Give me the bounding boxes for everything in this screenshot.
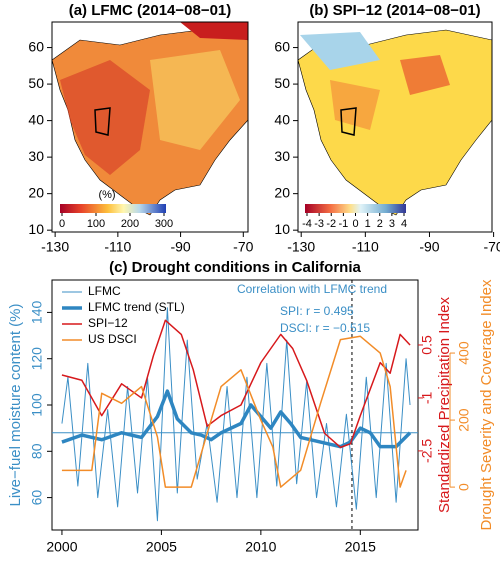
legend-label: US DSCI [88, 332, 137, 346]
colorbar-tick-label: 200 [121, 218, 139, 230]
colorbar-tick-label: 0 [59, 218, 65, 230]
x-tick-label: -130 [41, 239, 69, 255]
x-tick-label: -110 [104, 239, 131, 255]
y-tick-label: 10 [28, 221, 44, 237]
legend-label: LFMC [88, 284, 121, 298]
y-tick-label: 30 [274, 148, 290, 164]
x-tick-label: -70 [483, 239, 500, 255]
y-tick-label: 10 [274, 221, 290, 237]
map-a-land [52, 22, 248, 216]
map-title: (b) SPI−12 (2014−08−01) [309, 2, 480, 19]
x-tick-label: -110 [352, 239, 379, 255]
y2-tick-label: 0.5 [419, 335, 435, 355]
y3-axis-title: Drought Severity and Coverage Index [478, 279, 495, 530]
map-frame [297, 21, 493, 233]
annotation-line: DSCI: r = −0.515 [280, 321, 370, 335]
colorbar-tick-label: -4 [302, 218, 312, 230]
x-tick-label: -130 [287, 239, 315, 255]
y2-axis-title: Standardized Precipitation Index [436, 297, 453, 513]
legend-label: SPI−12 [88, 316, 128, 330]
y-tick-label: 20 [274, 184, 290, 200]
colorbar-tick-label: 3 [389, 218, 395, 230]
x-tick-label: 2005 [146, 539, 177, 555]
colorbar-tick-label: 0 [352, 218, 358, 230]
map-b-land [298, 29, 492, 216]
y-tick-label: 100 [29, 393, 45, 417]
colorbar-tick-label: 1 [365, 218, 371, 230]
y3-tick-label: 200 [456, 408, 472, 432]
y-tick-label: 30 [28, 148, 44, 164]
x-tick-label: -90 [170, 239, 190, 255]
colorbar-tick-label: 300 [155, 218, 173, 230]
y-tick-label: 50 [274, 75, 290, 91]
series-line [61, 307, 411, 522]
series-line [61, 319, 411, 449]
y-tick-label: 60 [29, 490, 45, 506]
series-line [61, 389, 412, 449]
y-tick-label: 20 [28, 184, 44, 200]
colorbar-b [305, 204, 406, 213]
colorbar-label: (%) [98, 189, 115, 201]
colorbar-tick-label: -2 [326, 218, 336, 230]
y-tick-label: 60 [28, 38, 44, 54]
x-tick-label: -90 [419, 239, 439, 255]
colorbar-a [60, 204, 166, 213]
y2-tick-label: -2.5 [419, 439, 435, 463]
series-line [61, 335, 407, 488]
y3-tick-label: 0 [456, 483, 472, 491]
chart-title: (c) Drought conditions in California [109, 259, 361, 276]
y-tick-label: 60 [274, 38, 290, 54]
map-frame [51, 21, 249, 233]
colorbar-tick-label: -1 [338, 218, 348, 230]
colorbar-tick-label: 100 [87, 218, 105, 230]
y-tick-label: 40 [274, 111, 290, 127]
y3-tick-label: 400 [456, 341, 472, 365]
x-tick-label: 2010 [245, 539, 276, 555]
annotation-line: SPI: r = 0.495 [280, 304, 354, 318]
y-axis-title: Live−fuel moisture content (%) [7, 303, 24, 506]
x-tick-label: -70 [233, 239, 253, 255]
map-title: (a) LFMC (2014−08−01) [69, 2, 232, 19]
x-tick-label: 2015 [345, 539, 376, 555]
y-tick-label: 80 [29, 443, 45, 459]
y-tick-label: 40 [28, 111, 44, 127]
x-tick-label: 2000 [46, 539, 77, 555]
colorbar-tick-label: -3 [314, 218, 324, 230]
y-tick-label: 120 [29, 347, 45, 371]
colorbar-tick-label: 2 [377, 218, 383, 230]
y-tick-label: 50 [28, 75, 44, 91]
y-tick-label: 140 [29, 301, 45, 325]
y2-tick-label: -1 [419, 392, 435, 405]
legend-label: LFMC trend (STL) [88, 300, 185, 314]
annotation-title: Correlation with LFMC trend [237, 282, 387, 296]
colorbar-tick-label: 4 [401, 218, 407, 230]
